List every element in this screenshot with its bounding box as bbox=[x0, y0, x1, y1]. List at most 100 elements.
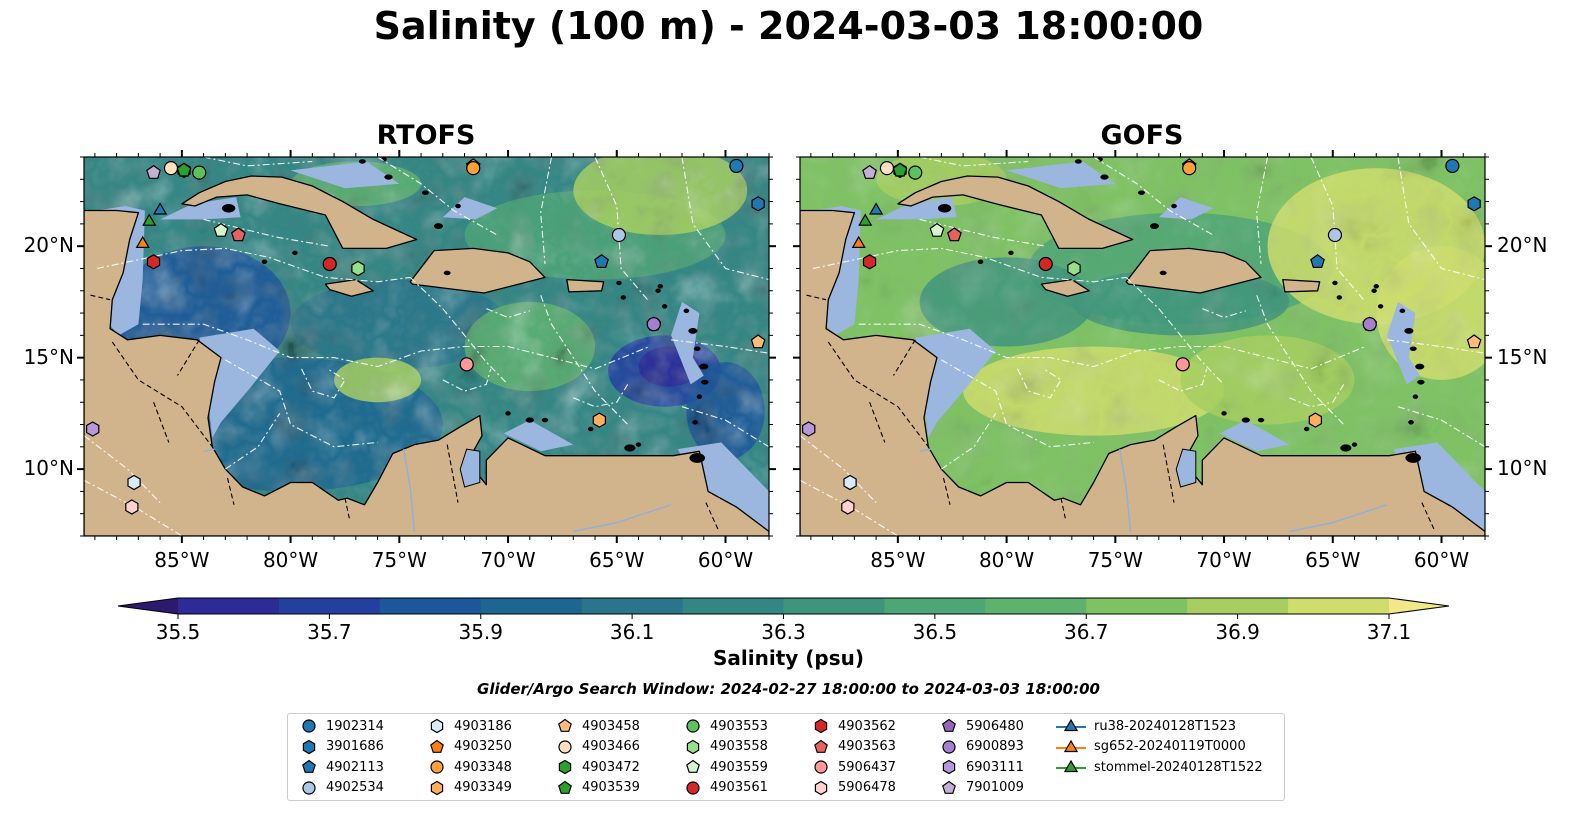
map-panels bbox=[77, 150, 1492, 543]
legend-marker-circle bbox=[302, 780, 316, 795]
marker-4903349 bbox=[592, 412, 607, 428]
gofs-lon-tick-label: 75°W bbox=[1087, 548, 1143, 572]
colorbar-band bbox=[1086, 598, 1188, 614]
rtofs-lat-tick-label: 15°N bbox=[23, 344, 74, 369]
legend-label: 4902113 bbox=[326, 759, 384, 775]
legend-item: 4903563 bbox=[812, 737, 896, 757]
marker-4903466 bbox=[163, 161, 179, 176]
rtofs-lon-tick-label: 60°W bbox=[697, 548, 754, 572]
legend-label: 6903111 bbox=[966, 759, 1024, 775]
marker-stommel-20240128T1522 bbox=[142, 213, 157, 226]
legend-item: ru38-20240128T1523 bbox=[1056, 716, 1236, 736]
colorbar-band bbox=[581, 598, 684, 614]
legend-item: 4903186 bbox=[428, 716, 512, 736]
marker-4903349 bbox=[1308, 412, 1323, 428]
legend-label: 4903466 bbox=[582, 739, 640, 754]
marker-4903539 bbox=[176, 162, 192, 177]
legend-label: 4903472 bbox=[582, 759, 640, 775]
legend-marker-circle bbox=[430, 760, 444, 774]
legend-item: 4903553 bbox=[684, 716, 768, 736]
colorbar-extend-min bbox=[118, 598, 178, 614]
legend-item: 4902534 bbox=[300, 778, 384, 798]
rtofs-lon-tick-label: 65°W bbox=[589, 548, 645, 572]
legend-marker-circle bbox=[686, 719, 700, 733]
colorbar-tick-label: 35.7 bbox=[307, 620, 352, 644]
rtofs-lon-tick-label: 85°W bbox=[154, 548, 210, 572]
rtofs-lat-tick-label: 10°N bbox=[23, 456, 74, 481]
legend-label: 4903349 bbox=[454, 780, 512, 795]
colorbar-band bbox=[985, 598, 1087, 614]
colorbar-tick-label: 36.3 bbox=[761, 620, 806, 644]
legend-item: 4903466 bbox=[556, 737, 640, 757]
marker-4903563 bbox=[230, 227, 246, 242]
rtofs-panel-title: RTOFS bbox=[376, 120, 476, 151]
colorbar-tick-label: 37.1 bbox=[1366, 620, 1412, 644]
legend-marker-pentagon bbox=[686, 759, 700, 773]
legend-item: 4903348 bbox=[428, 757, 512, 777]
legend-label: 7901009 bbox=[966, 780, 1024, 795]
marker-5906437 bbox=[459, 357, 474, 372]
legend-marker-hexagon bbox=[814, 780, 828, 795]
legend-item: 4903458 bbox=[556, 716, 640, 736]
legend-marker-triangle bbox=[1056, 718, 1086, 732]
marker-4903348 bbox=[466, 161, 481, 176]
legend-item: 5906480 bbox=[940, 716, 1024, 736]
legend-marker-hexagon bbox=[302, 739, 316, 754]
legend-marker-pentagon bbox=[558, 718, 572, 732]
puerto-rico-island bbox=[1282, 278, 1321, 293]
marker-4903186 bbox=[127, 474, 141, 491]
legend-label: 4903250 bbox=[454, 739, 512, 754]
gofs-map-panel bbox=[793, 150, 1492, 543]
cuba-island bbox=[897, 175, 1134, 250]
legend-marker-circle bbox=[302, 719, 316, 733]
legend-marker-hexagon bbox=[942, 759, 956, 775]
mainland bbox=[800, 209, 1485, 536]
legend-marker-hexagon bbox=[430, 718, 444, 734]
marker-4903558 bbox=[1067, 260, 1081, 277]
legend-marker-pentagon bbox=[558, 780, 572, 794]
legend-marker-hexagon bbox=[686, 739, 700, 754]
legend-label: 5906437 bbox=[838, 759, 896, 775]
colorbar-tick-label: 36.5 bbox=[912, 620, 958, 644]
colorbar-tick-label: 35.9 bbox=[458, 620, 504, 644]
legend-label: 4903553 bbox=[710, 718, 768, 734]
legend-label: 5906480 bbox=[966, 718, 1024, 734]
hispaniola-island bbox=[1125, 247, 1262, 294]
marker-4902534 bbox=[611, 227, 627, 243]
marker-4902113 bbox=[594, 254, 609, 268]
gofs-lon-tick-label: 70°W bbox=[1196, 548, 1252, 572]
marker-7901009 bbox=[862, 164, 877, 179]
legend-marker-triangle bbox=[1056, 739, 1086, 752]
marker-6900893 bbox=[1362, 317, 1377, 332]
legend-marker-triangle bbox=[1056, 759, 1086, 773]
search-window-text: Glider/Argo Search Window: 2024-02-27 18… bbox=[477, 680, 1100, 698]
legend-item: 4903561 bbox=[684, 778, 768, 798]
legend-item: 4903250 bbox=[428, 737, 512, 757]
colorbar-tick-label: 35.5 bbox=[155, 620, 201, 644]
marker-4903562 bbox=[146, 254, 161, 270]
legend-marker-hexagon bbox=[430, 780, 444, 795]
legend-label: 3901686 bbox=[326, 739, 384, 754]
legend-item: 3901686 bbox=[300, 737, 384, 757]
marker-6900893 bbox=[646, 317, 661, 332]
rtofs-lon-tick-label: 75°W bbox=[371, 548, 427, 572]
legend-marker-pentagon bbox=[302, 759, 316, 773]
marker-1902314 bbox=[1445, 158, 1460, 174]
marker-ru38-20240128T1523 bbox=[868, 202, 884, 215]
legend-label: 4903559 bbox=[710, 759, 768, 775]
legend-item: stommel-20240128T1522 bbox=[1056, 757, 1263, 777]
gofs-lon-tick-label: 65°W bbox=[1305, 548, 1361, 572]
legend-label: 4903348 bbox=[454, 759, 512, 775]
gofs-lat-tick-label: 15°N bbox=[1497, 344, 1548, 369]
marker-4903186 bbox=[843, 474, 857, 491]
marker-4903348 bbox=[1182, 161, 1197, 176]
salinity-colorbar bbox=[117, 597, 1450, 619]
rtofs-lon-tick-label: 70°W bbox=[480, 548, 536, 572]
jamaica-island bbox=[1040, 278, 1090, 297]
legend-marker-pentagon bbox=[942, 780, 956, 794]
legend-label: 4902534 bbox=[326, 780, 384, 795]
marker-1902314 bbox=[729, 158, 744, 174]
colorbar-tick-label: 36.9 bbox=[1215, 620, 1260, 644]
legend-label: 4903539 bbox=[582, 780, 640, 795]
marker-4902534 bbox=[1327, 227, 1343, 243]
